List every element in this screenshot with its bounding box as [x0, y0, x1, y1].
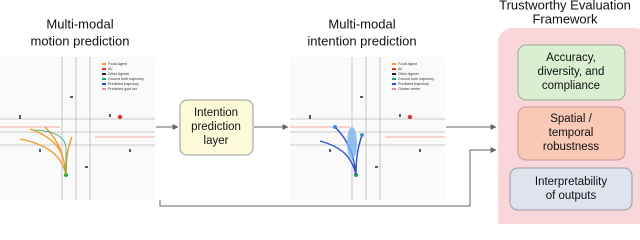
legend-swatch	[392, 78, 396, 80]
left-title: motion prediction	[31, 33, 130, 48]
legend-label: Focal Agent	[108, 62, 127, 66]
legend-swatch	[102, 78, 106, 80]
framework-box-label: robustness	[543, 141, 600, 153]
legend-swatch	[392, 73, 396, 75]
legend-label: Predicted trajectory	[398, 82, 429, 86]
framework-box-label: Interpretability	[535, 176, 607, 188]
legend-label: Predicted goal set	[108, 87, 137, 91]
legend-label: Other Agents	[108, 72, 129, 76]
legend-label: AV	[398, 67, 403, 71]
legend-swatch	[392, 88, 396, 90]
legend-swatch	[102, 88, 106, 90]
layer-label: layer	[204, 135, 229, 147]
layer-label: prediction	[191, 121, 241, 133]
middle-title: intention prediction	[307, 33, 416, 48]
legend-label: AV	[108, 67, 113, 71]
legend-label: Ground truth trajectory	[398, 77, 434, 81]
framework-box-label: of outputs	[546, 190, 597, 202]
legend-label: Cluster center	[398, 87, 421, 91]
middle-title: Multi-modal	[328, 16, 395, 31]
legend-swatch	[102, 73, 106, 75]
legend-swatch	[102, 63, 106, 65]
legend-swatch	[392, 68, 396, 70]
layer-box	[179, 99, 254, 156]
framework-box	[509, 167, 633, 211]
legend-swatch	[392, 63, 396, 65]
framework-box-label: compliance	[542, 80, 600, 92]
legend-swatch	[102, 83, 106, 85]
motion-image	[0, 56, 156, 201]
legend-label: Other Agents	[398, 72, 419, 76]
framework-box-label: Accuracy,	[546, 52, 596, 64]
intention-image	[289, 56, 446, 201]
framework-box-label: Spatial /	[550, 113, 592, 125]
framework-box	[517, 44, 626, 101]
framework-title: Trustworthy Evaluation	[499, 0, 631, 12]
legend-label: Focal Agent	[398, 62, 417, 66]
left-title: Multi-modal	[46, 16, 113, 31]
diagram: Multi-modal motion prediction Intention …	[0, 0, 640, 224]
legend-swatch	[392, 83, 396, 85]
framework-box-label: diversity, and	[538, 66, 605, 78]
legend-label: Predicted trajectory	[108, 82, 139, 86]
layer-label: Intention	[194, 107, 238, 119]
legend-swatch	[102, 68, 106, 70]
arrow	[159, 147, 497, 207]
framework-box-label: temporal	[549, 127, 594, 139]
legend-label: Ground truth trajectory	[108, 77, 144, 81]
framework-box	[517, 106, 626, 161]
framework-title: Framework	[532, 11, 598, 26]
